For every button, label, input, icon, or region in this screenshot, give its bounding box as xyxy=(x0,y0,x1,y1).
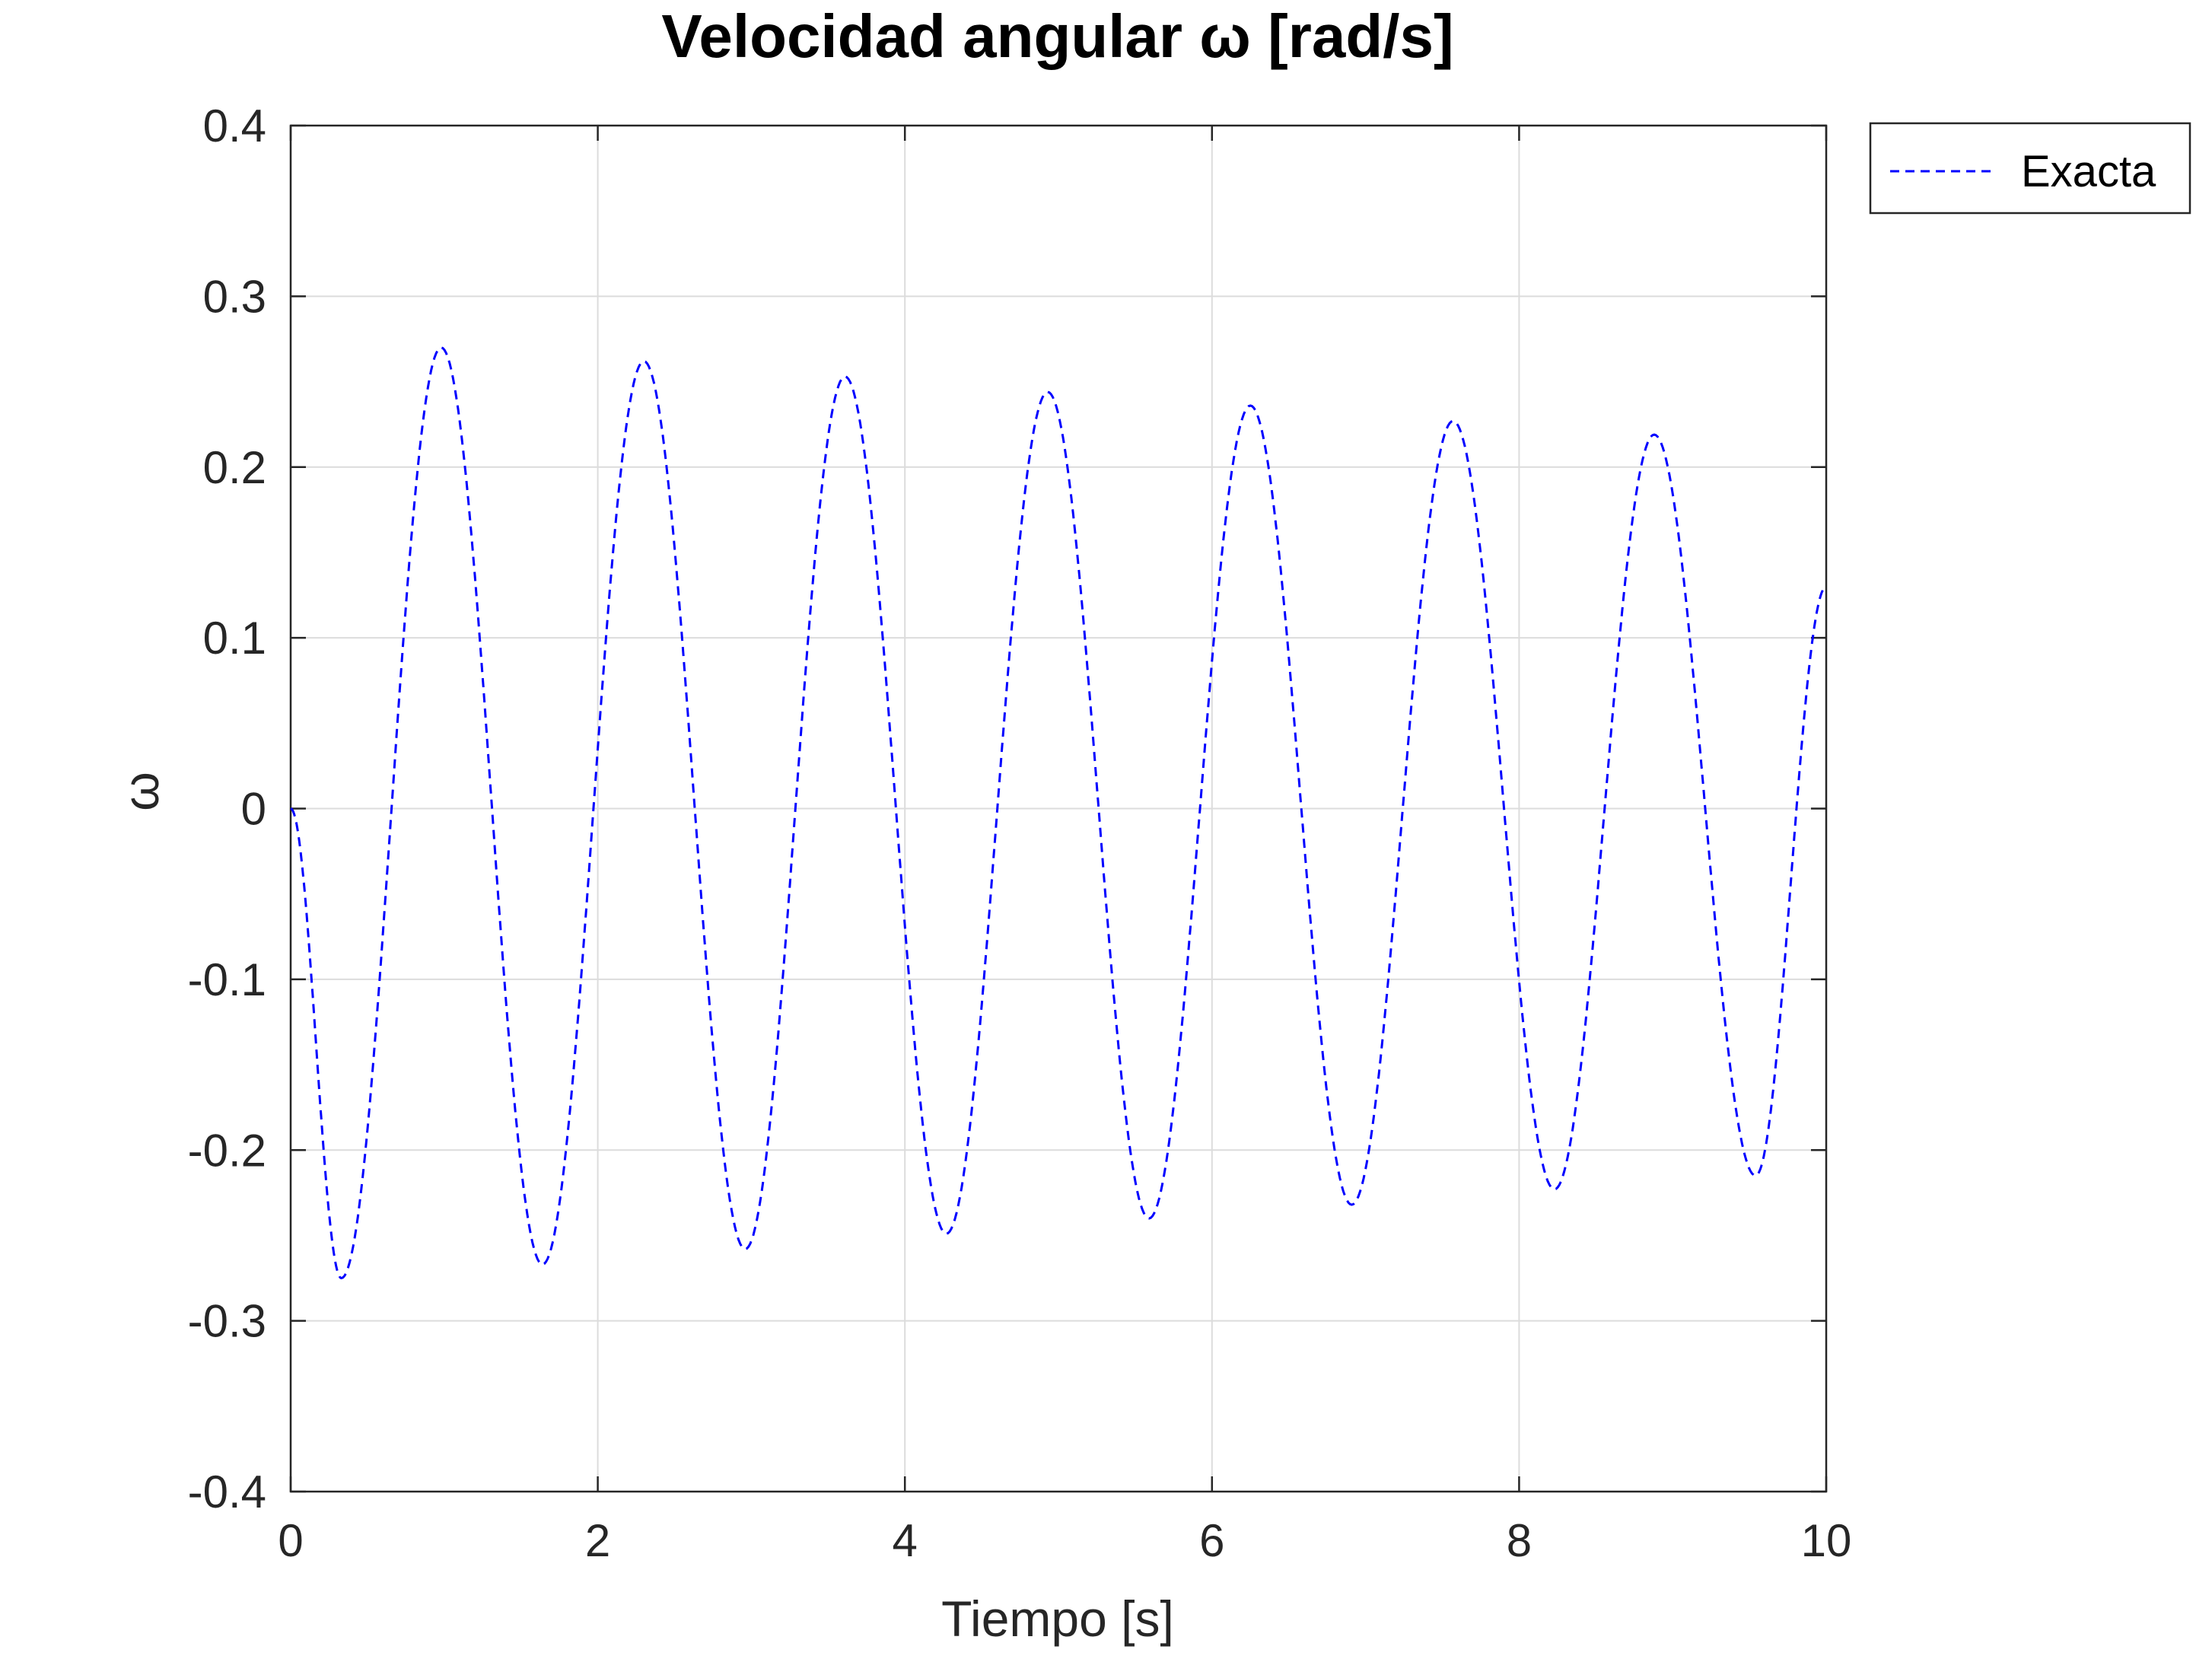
legend-label-exacta: Exacta xyxy=(2021,147,2156,196)
y-tick-label: 0.1 xyxy=(203,613,266,664)
legend: Exacta xyxy=(1869,122,2191,215)
x-tick-label: 10 xyxy=(1801,1515,1852,1566)
series-layer xyxy=(290,346,1827,1280)
x-axis-label: Tiempo [s] xyxy=(941,1591,1174,1647)
series-line-exacta xyxy=(290,346,1827,1280)
y-tick-label: -0.2 xyxy=(188,1125,266,1176)
y-tick-label: -0.4 xyxy=(188,1466,266,1517)
y-tick-label: 0 xyxy=(241,784,266,835)
y-tick-label: -0.3 xyxy=(188,1296,266,1347)
x-tick-label: 0 xyxy=(278,1515,303,1566)
y-axis-label: ω xyxy=(113,772,169,811)
x-tick-label: 8 xyxy=(1507,1515,1532,1566)
y-tick-label: -0.1 xyxy=(188,954,266,1005)
x-tick-label: 4 xyxy=(893,1515,918,1566)
y-tick-label: 0.3 xyxy=(203,271,266,322)
axis-ticks: 0 2 4 6 8 10 -0.4 -0.3 -0.2 -0.1 0 0.1 0.2 0.3 0.4 xyxy=(188,100,1852,1566)
y-tick-label: 0.2 xyxy=(203,442,266,493)
chart-title: Velocidad angular ω [rad/s] xyxy=(661,2,1453,70)
y-tick-label: 0.4 xyxy=(203,100,266,151)
x-tick-label: 6 xyxy=(1199,1515,1224,1566)
x-tick-label: 2 xyxy=(585,1515,610,1566)
legend-box xyxy=(1869,122,2191,215)
